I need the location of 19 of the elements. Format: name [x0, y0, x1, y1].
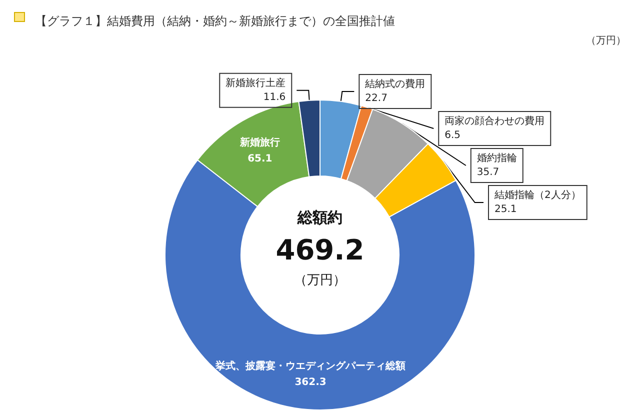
chart-title: 【グラフ１】結婚費用（結納・婚約～新婚旅行まで）の全国推計値: [35, 14, 395, 28]
text: 総額約: [296, 208, 342, 226]
data-label: 11.6: [263, 92, 286, 103]
data-label: 22.7: [365, 92, 388, 104]
data-label: 6.5: [444, 130, 461, 141]
slice-label: 新婚旅行土産: [226, 76, 286, 89]
text: （万円）: [586, 36, 626, 46]
slice-label: 両家の顔合わせの費用: [444, 114, 545, 127]
data-label: 362.3: [294, 377, 326, 388]
data-label: 35.7: [476, 166, 500, 178]
slice-label: 結納式の費用: [364, 78, 426, 90]
data-label: 65.1: [248, 154, 272, 165]
data-label: 25.1: [494, 204, 517, 215]
text: 469.2: [276, 234, 364, 266]
slice-label: 挙式、披露宴・ウエディングパーティ総額: [214, 360, 406, 372]
slice-label: 結婚指輪（2人分）: [494, 188, 581, 201]
slice-label: 新婚旅行: [238, 136, 280, 149]
text: （万円）: [294, 273, 346, 288]
slice-label: 婚約指輪: [476, 152, 517, 164]
